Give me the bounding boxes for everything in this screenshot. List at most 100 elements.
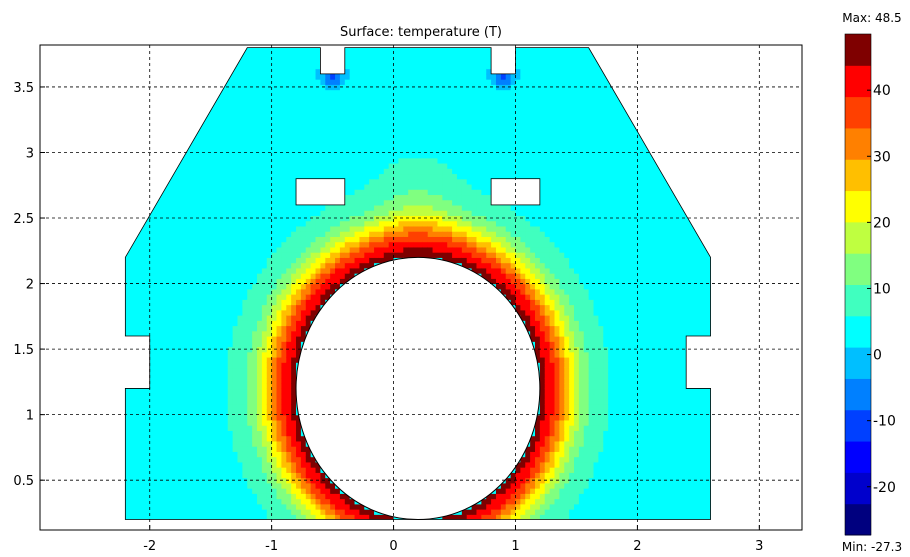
field-cell xyxy=(281,330,287,337)
field-cell xyxy=(364,136,370,143)
field-cell xyxy=(300,273,307,279)
field-cell xyxy=(222,377,229,384)
field-cell xyxy=(178,115,185,122)
field-cell xyxy=(198,294,204,300)
field-cell xyxy=(203,152,209,159)
field-cell xyxy=(291,430,297,437)
field-cell xyxy=(247,336,253,342)
field-cell xyxy=(388,84,395,91)
field-cell xyxy=(130,514,136,520)
field-cell xyxy=(164,58,170,64)
field-cell xyxy=(178,377,185,384)
field-cell xyxy=(222,498,229,505)
field-cell xyxy=(257,346,263,353)
field-cell xyxy=(320,231,326,237)
field-cell xyxy=(222,100,229,106)
field-cell xyxy=(296,225,302,232)
field-cell xyxy=(320,210,326,216)
field-cell xyxy=(178,346,185,353)
field-cell xyxy=(169,409,175,416)
field-cell xyxy=(364,257,370,264)
field-cell xyxy=(164,383,170,390)
field-cell xyxy=(257,503,263,510)
field-cell xyxy=(178,236,185,243)
field-cell xyxy=(174,47,180,54)
field-cell xyxy=(227,398,234,405)
field-cell xyxy=(178,68,185,75)
field-cell xyxy=(315,472,322,479)
field-cell xyxy=(330,288,336,295)
field-cell xyxy=(335,509,341,515)
field-cell xyxy=(208,288,214,295)
field-cell xyxy=(135,252,141,258)
field-cell xyxy=(320,299,326,306)
field-cell xyxy=(203,79,209,85)
field-cell xyxy=(257,231,263,237)
field-cell xyxy=(310,472,317,479)
field-cell xyxy=(296,231,302,237)
field-cell xyxy=(174,467,180,473)
field-cell xyxy=(359,136,365,143)
field-cell xyxy=(174,210,180,216)
field-cell xyxy=(125,110,131,117)
field-cell xyxy=(174,178,180,185)
field-cell xyxy=(296,126,302,133)
field-cell xyxy=(208,440,214,447)
field-cell xyxy=(135,220,141,227)
field-cell xyxy=(135,262,141,269)
field-cell xyxy=(193,152,200,159)
field-cell xyxy=(349,73,356,80)
field-cell xyxy=(135,299,141,306)
field-cell xyxy=(203,304,209,311)
field-cell xyxy=(169,225,175,232)
field-cell xyxy=(252,162,258,169)
field-cell xyxy=(364,152,370,159)
field-cell xyxy=(174,168,180,175)
field-cell xyxy=(203,299,209,306)
field-cell xyxy=(296,168,302,175)
field-cell xyxy=(203,472,209,479)
field-cell xyxy=(125,225,131,232)
field-cell xyxy=(222,236,229,243)
field-cell xyxy=(208,178,214,185)
field-cell xyxy=(291,299,297,306)
field-cell xyxy=(291,105,297,112)
field-cell xyxy=(159,183,165,190)
field-cell xyxy=(130,194,136,201)
field-cell xyxy=(169,451,175,458)
field-cell xyxy=(335,147,341,154)
field-cell xyxy=(291,168,297,175)
field-cell xyxy=(330,47,336,54)
field-cell xyxy=(227,121,234,127)
field-cell xyxy=(174,325,180,332)
field-cell xyxy=(310,467,317,473)
field-cell xyxy=(222,351,229,358)
field-cell xyxy=(369,115,375,122)
field-cell xyxy=(208,110,214,117)
field-cell xyxy=(174,236,180,243)
field-cell xyxy=(281,398,287,405)
field-cell xyxy=(383,215,390,222)
field-cell xyxy=(364,178,370,185)
field-cell xyxy=(169,257,175,264)
field-cell xyxy=(276,435,282,442)
field-cell xyxy=(296,278,302,285)
field-cell xyxy=(232,231,239,237)
field-cell xyxy=(178,252,185,258)
field-cell xyxy=(252,252,258,258)
field-cell xyxy=(159,356,165,363)
field-cell xyxy=(213,425,219,431)
field-cell xyxy=(325,514,331,520)
field-cell xyxy=(198,267,204,274)
field-cell xyxy=(310,514,317,520)
field-cell xyxy=(242,73,248,80)
field-cell xyxy=(330,236,336,243)
field-cell xyxy=(315,89,322,96)
field-cell xyxy=(218,456,224,463)
field-cell xyxy=(242,142,248,148)
field-cell xyxy=(281,131,287,138)
field-cell xyxy=(203,215,209,222)
field-cell xyxy=(149,409,156,416)
field-cell xyxy=(198,241,204,248)
field-cell xyxy=(130,94,136,101)
